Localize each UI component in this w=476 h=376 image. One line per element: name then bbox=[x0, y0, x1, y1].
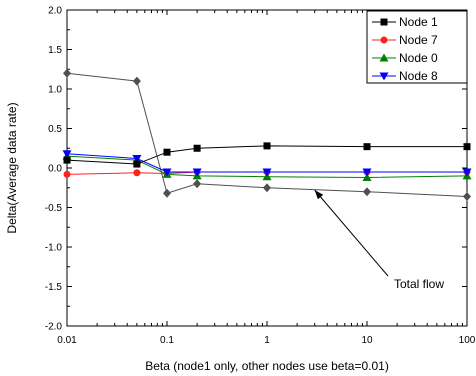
data-point-node-8 bbox=[132, 155, 142, 164]
x-tick-label: 10 bbox=[361, 335, 373, 346]
series-node-8 bbox=[62, 150, 472, 177]
data-point-total-flow bbox=[63, 68, 71, 78]
y-tick-label: 1.5 bbox=[48, 45, 62, 56]
legend-label-node-7: Node 7 bbox=[399, 33, 438, 47]
data-point-node-1 bbox=[133, 160, 141, 168]
y-tick-label: -1.5 bbox=[45, 282, 63, 293]
annotation-arrow bbox=[314, 189, 389, 277]
legend-label-node-8: Node 8 bbox=[399, 69, 438, 83]
data-point-node-8 bbox=[262, 168, 272, 177]
data-point-node-8 bbox=[62, 150, 72, 159]
legend-marker-node-1 bbox=[380, 18, 388, 26]
data-point-node-8 bbox=[362, 168, 372, 177]
x-tick-label: 0.01 bbox=[57, 335, 77, 346]
x-tick-label: 1 bbox=[264, 335, 270, 346]
y-axis: -2.0 -1.5 -1.0 -0.5 0.0 0.5 1.0 1.5 2.0 bbox=[45, 6, 467, 333]
series-layer bbox=[62, 68, 472, 201]
data-point-node-1 bbox=[363, 143, 371, 151]
y-tick-label: 0.5 bbox=[48, 124, 62, 135]
y-tick-label: -2.0 bbox=[45, 322, 63, 333]
x-tick-label: 100 bbox=[459, 335, 476, 346]
y-tick-label: -1.0 bbox=[45, 243, 63, 254]
legend-marker-node-7 bbox=[380, 36, 388, 44]
y-tick-label: 1.0 bbox=[48, 85, 62, 96]
data-point-node-8 bbox=[462, 168, 472, 177]
y-tick-label: 2.0 bbox=[48, 6, 62, 17]
data-point-total-flow bbox=[193, 179, 202, 189]
legend-marker-node-8 bbox=[379, 72, 389, 81]
legend-label-node-1: Node 1 bbox=[399, 15, 438, 29]
data-point-node-1 bbox=[193, 144, 201, 152]
data-point-node-7 bbox=[63, 170, 71, 178]
legend: Node 1 Node 7 Node 0 Node 8 bbox=[366, 10, 468, 84]
annotation-layer: Total flow bbox=[314, 189, 444, 291]
data-point-total-flow bbox=[363, 187, 371, 197]
annotation-arrowhead bbox=[314, 190, 324, 200]
y-axis-label: Delta(Average data rate) bbox=[5, 102, 19, 233]
y-tick-label: 0.0 bbox=[48, 164, 62, 175]
x-tick-label: 0.1 bbox=[160, 335, 174, 346]
series-node-0 bbox=[62, 151, 472, 181]
data-point-total-flow bbox=[132, 76, 141, 86]
data-point-node-1 bbox=[463, 143, 471, 151]
data-point-node-8 bbox=[192, 168, 202, 177]
data-point-node-1 bbox=[63, 156, 71, 164]
series-node-1 bbox=[63, 142, 471, 168]
data-point-node-8 bbox=[162, 168, 172, 177]
series-total-flow bbox=[63, 68, 471, 201]
data-point-node-1 bbox=[263, 142, 271, 150]
data-point-total-flow bbox=[163, 188, 171, 198]
x-axis-label: Beta (node1 only, other nodes use beta=0… bbox=[145, 359, 389, 373]
y-tick-label: -0.5 bbox=[45, 203, 63, 214]
legend-marker-node-0 bbox=[379, 53, 389, 62]
data-point-total-flow bbox=[463, 191, 471, 201]
annotation-total-flow: Total flow bbox=[394, 277, 444, 291]
data-point-node-0 bbox=[362, 172, 372, 181]
data-point-node-1 bbox=[163, 148, 171, 156]
legend-label-node-0: Node 0 bbox=[399, 51, 438, 65]
data-point-node-7 bbox=[133, 169, 141, 177]
data-point-total-flow bbox=[263, 183, 271, 193]
